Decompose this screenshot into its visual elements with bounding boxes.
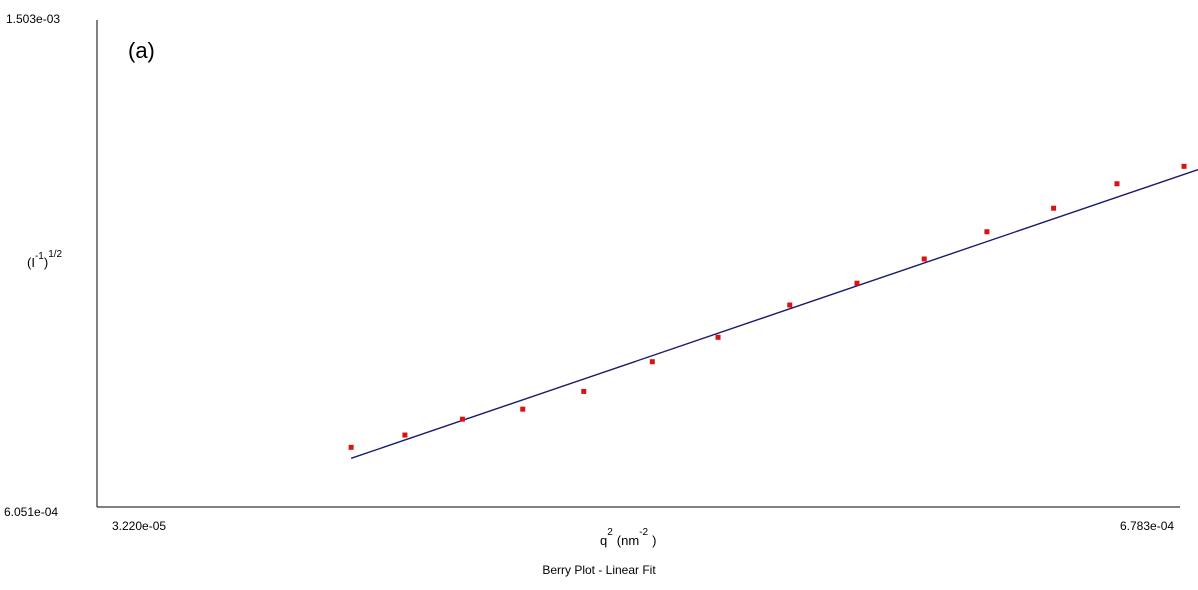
data-point	[649, 359, 655, 365]
y-tick-max-label: 1.503e-03	[6, 12, 61, 26]
data-points-layer	[348, 163, 1187, 450]
data-point	[984, 229, 990, 235]
data-point	[520, 406, 526, 412]
data-point	[1181, 163, 1187, 169]
linear-fit-line	[350, 168, 1198, 460]
data-point	[459, 416, 465, 422]
panel-label: (a)	[128, 38, 155, 63]
data-point	[715, 334, 721, 340]
data-point	[348, 444, 354, 450]
x-tick-max-label: 6.783e-04	[1120, 519, 1175, 533]
data-point	[581, 388, 587, 394]
chart-title: Berry Plot - Linear Fit	[542, 563, 656, 577]
x-axis-label: q2(nm-2)	[600, 527, 657, 548]
x-tick-min-label: 3.220e-05	[112, 519, 167, 533]
data-point	[1114, 181, 1120, 187]
data-point	[1051, 205, 1057, 211]
data-point	[921, 256, 927, 262]
y-axis-label: (I-1)1/2	[27, 249, 63, 270]
data-point	[787, 302, 793, 308]
y-tick-min-label: 6.051e-04	[4, 505, 59, 519]
data-point	[402, 432, 408, 438]
data-point	[854, 280, 860, 286]
fit-line-layer	[350, 168, 1198, 460]
